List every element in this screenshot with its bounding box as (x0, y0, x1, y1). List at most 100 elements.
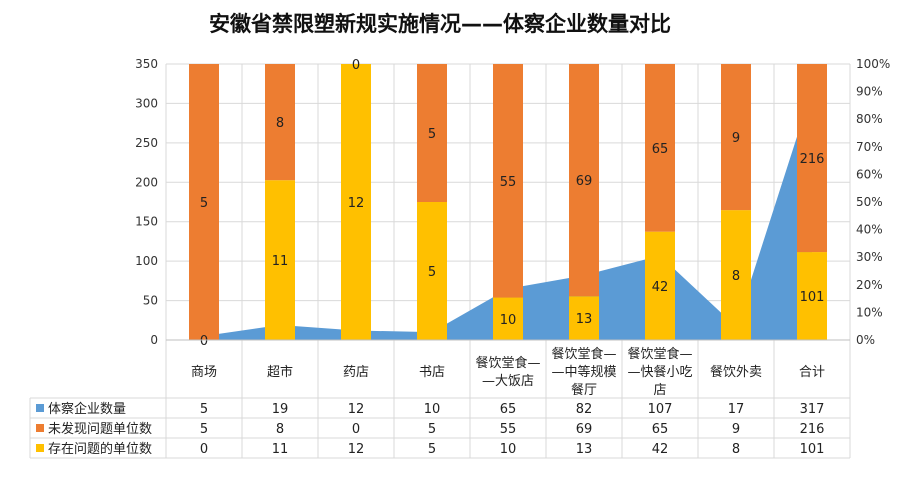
table-cell: 69 (576, 422, 593, 437)
y-left-tick-label: 300 (135, 96, 158, 110)
data-label-未发现问题单位数: 8 (276, 116, 284, 131)
category-label: —中等规模 (551, 364, 616, 380)
table-cell: 101 (800, 442, 825, 457)
table-cell: 11 (272, 442, 289, 457)
y-right-tick-label: 90% (856, 85, 883, 99)
table-cell: 65 (500, 402, 517, 417)
category-label: 店 (653, 383, 666, 398)
y-right-tick-label: 80% (856, 112, 883, 126)
table-cell: 10 (424, 402, 441, 417)
table-cell: 19 (272, 402, 289, 417)
table-cell: 12 (348, 442, 365, 457)
bar-存在问题的单位数 (797, 252, 827, 340)
category-label: 超市 (267, 364, 293, 380)
data-label-存在问题的单位数: 5 (428, 265, 436, 280)
table-cell: 10 (500, 442, 517, 457)
y-right-tick-label: 20% (856, 278, 883, 292)
y-right-tick-label: 10% (856, 305, 883, 319)
y-left-tick-label: 250 (135, 136, 158, 150)
data-label-存在问题的单位数: 10 (500, 313, 517, 328)
bar-存在问题的单位数 (493, 297, 523, 340)
data-label-存在问题的单位数: 12 (348, 196, 365, 211)
category-label: 合计 (799, 365, 825, 380)
bar-存在问题的单位数 (341, 64, 371, 340)
y-left-tick-label: 150 (135, 215, 158, 229)
table-cell: 65 (652, 422, 669, 437)
data-label-未发现问题单位数: 69 (576, 174, 593, 189)
y-left-tick-label: 100 (135, 254, 158, 268)
data-label-未发现问题单位数: 55 (500, 175, 517, 190)
table-cell: 216 (800, 422, 825, 437)
data-label-存在问题的单位数: 11 (272, 254, 289, 269)
category-label: 餐饮堂食— (551, 346, 616, 362)
bar-存在问题的单位数 (265, 180, 295, 340)
bar-存在问题的单位数 (417, 202, 447, 340)
table-cell: 42 (652, 442, 669, 457)
table-cell: 5 (428, 422, 436, 437)
y-right-tick-label: 70% (856, 140, 883, 154)
y-right-tick-label: 30% (856, 250, 883, 264)
bar-未发现问题单位数 (645, 64, 675, 232)
y-right-tick-label: 60% (856, 167, 883, 181)
data-label-未发现问题单位数: 65 (652, 142, 669, 157)
table-cell: 13 (576, 442, 593, 457)
table-cell: 8 (732, 442, 740, 457)
bar-未发现问题单位数 (265, 64, 295, 181)
data-label-未发现问题单位数: 9 (732, 131, 740, 146)
data-label-存在问题的单位数: 13 (576, 312, 593, 327)
bar-未发现问题单位数 (797, 64, 827, 253)
category-label: 餐饮外卖 (710, 364, 762, 380)
table-cell: 5 (200, 422, 208, 437)
table-cell: 8 (276, 422, 284, 437)
bar-未发现问题单位数 (417, 64, 447, 202)
bar-未发现问题单位数 (189, 64, 219, 340)
table-cell: 5 (428, 442, 436, 457)
data-label-未发现问题单位数: 216 (800, 152, 825, 167)
y-left-tick-label: 0 (150, 333, 158, 347)
table-cell: 82 (576, 402, 593, 417)
data-label-存在问题的单位数: 8 (732, 269, 740, 284)
data-label-未发现问题单位数: 0 (352, 58, 360, 73)
data-label-存在问题的单位数: 101 (800, 290, 825, 305)
bar-未发现问题单位数 (721, 64, 751, 211)
legend-label: 未发现问题单位数 (48, 421, 152, 437)
chart-title: 安徽省禁限塑新规实施情况——体察企业数量对比 (209, 12, 671, 36)
y-right-tick-label: 50% (856, 195, 883, 209)
y-right-tick-label: 0% (856, 333, 875, 347)
category-label: 餐厅 (571, 382, 597, 398)
y-right-tick-label: 100% (856, 57, 890, 71)
y-left-tick-label: 350 (135, 57, 158, 71)
table-cell: 0 (352, 422, 360, 437)
table-cell: 9 (732, 422, 740, 437)
legend-key (36, 444, 44, 452)
legend-key (36, 404, 44, 412)
table-cell: 12 (348, 402, 365, 417)
data-label-存在问题的单位数: 0 (200, 334, 208, 349)
table-cell: 107 (648, 402, 673, 417)
bar-未发现问题单位数 (569, 64, 599, 297)
y-left-tick-label: 50 (143, 294, 158, 308)
category-label: 餐饮堂食— (627, 346, 692, 362)
legend-label: 存在问题的单位数 (48, 441, 152, 457)
bar-存在问题的单位数 (721, 210, 751, 340)
bar-存在问题的单位数 (569, 296, 599, 340)
category-label: —快餐小吃 (627, 364, 692, 380)
category-label: 餐饮堂食— (475, 355, 540, 371)
bar-未发现问题单位数 (493, 64, 523, 298)
y-left-tick-label: 200 (135, 175, 158, 189)
table-cell: 55 (500, 422, 517, 437)
data-label-存在问题的单位数: 42 (652, 280, 669, 295)
table-cell: 17 (728, 402, 745, 417)
category-label: —大饭店 (482, 374, 534, 389)
category-label: 药店 (343, 365, 369, 380)
category-label: 书店 (419, 365, 445, 380)
category-label: 商场 (191, 365, 217, 380)
data-label-未发现问题单位数: 5 (200, 196, 208, 211)
bar-存在问题的单位数 (645, 231, 675, 340)
data-label-未发现问题单位数: 5 (428, 127, 436, 142)
y-right-tick-label: 40% (856, 223, 883, 237)
table-cell: 0 (200, 442, 208, 457)
table-cell: 317 (800, 402, 825, 417)
legend-key (36, 424, 44, 432)
